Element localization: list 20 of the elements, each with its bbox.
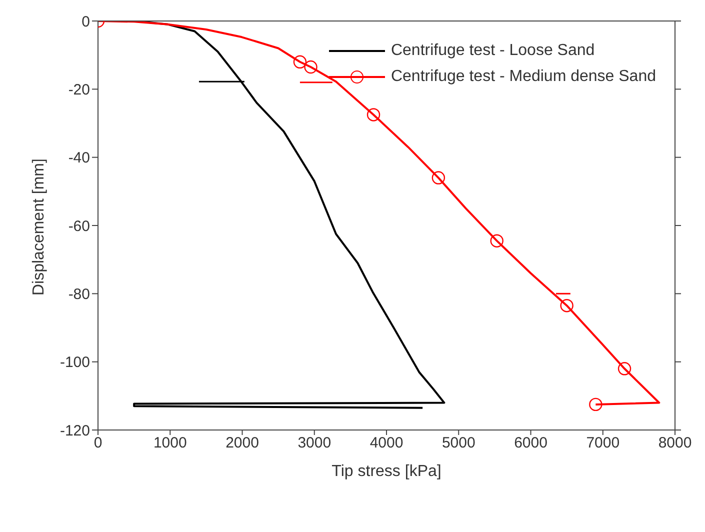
y-tick-label: -60	[68, 218, 90, 235]
y-tick-label: -100	[60, 354, 90, 372]
x-tick-label: 6000	[514, 434, 548, 452]
x-tick-label: 0	[94, 434, 102, 452]
y-tick-label: 0	[82, 13, 90, 30]
y-tick-label: -20	[68, 81, 90, 98]
y-tick-label: -40	[68, 150, 90, 167]
x-tick-label: 1000	[153, 434, 187, 452]
legend-label: Centrifuge test - Medium dense Sand	[390, 68, 656, 86]
x-tick-label: 3000	[298, 434, 332, 452]
y-axis-title: Displacement [mm]	[30, 158, 48, 296]
x-tick-label: 8000	[658, 434, 692, 452]
legend-label: Centrifuge test - Loose Sand	[390, 42, 595, 60]
x-axis-title: Tip stress [kPa]	[332, 463, 442, 480]
y-tick-label: -120	[60, 422, 90, 440]
x-tick-label: 5000	[442, 434, 476, 452]
y-tick-label: -80	[68, 286, 90, 303]
x-tick-label: 4000	[370, 434, 404, 452]
x-tick-label: 2000	[226, 434, 259, 452]
x-tick-label: 7000	[586, 434, 620, 452]
